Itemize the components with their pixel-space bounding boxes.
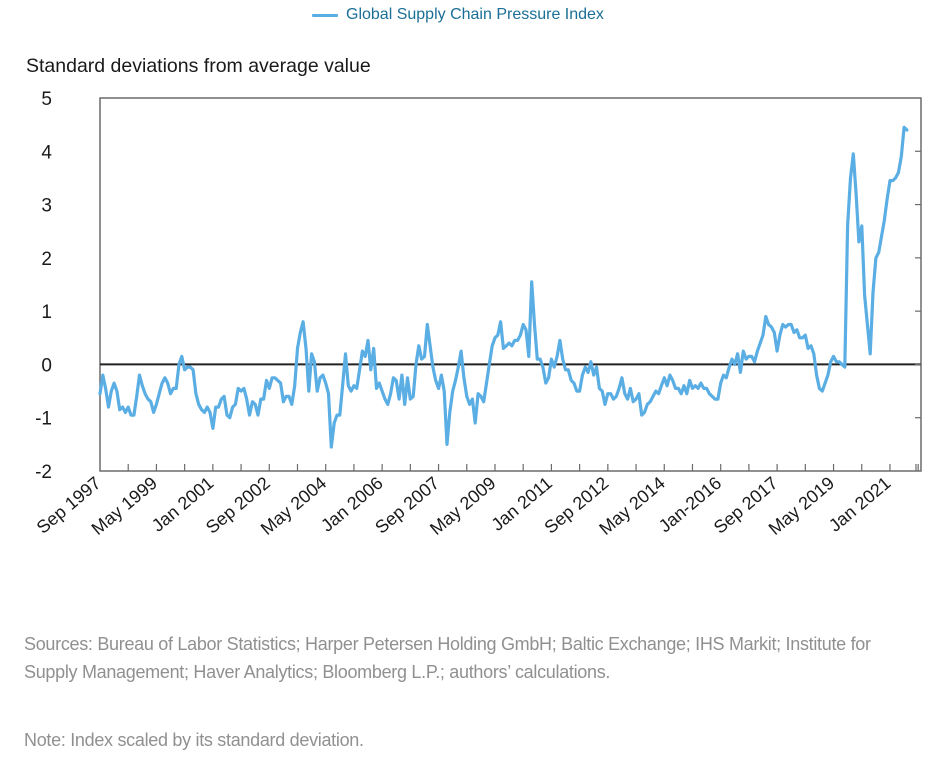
x-tick-label: Jan 2021: [825, 473, 895, 536]
y-tick-label: -1: [35, 409, 52, 430]
y-tick-label: 1: [41, 302, 52, 323]
plot-frame: [99, 97, 922, 472]
legend-label: Global Supply Chain Pressure Index: [346, 6, 604, 23]
y-tick-label: 0: [41, 355, 52, 376]
plot-border: [99, 97, 922, 472]
footnote: Note: Index scaled by its standard devia…: [24, 730, 364, 750]
y-axis-title: Standard deviations from average value: [26, 55, 371, 77]
sources-note: Sources: Bureau of Labor Statistics; Har…: [24, 634, 871, 682]
legend-line-swatch: [312, 13, 338, 17]
series-line-gscpi: [98, 125, 909, 449]
chart-legend: Global Supply Chain Pressure Index: [312, 4, 604, 26]
y-tick-label: 3: [41, 196, 52, 217]
series-layer: [98, 125, 909, 449]
y-tick-label: -2: [35, 462, 52, 483]
y-tick-label: 2: [41, 249, 52, 270]
y-axis: 5 4 3 2 1 0 -1 -2: [35, 89, 921, 483]
y-tick-label: 4: [41, 142, 52, 163]
y-tick-label: 5: [41, 89, 52, 110]
